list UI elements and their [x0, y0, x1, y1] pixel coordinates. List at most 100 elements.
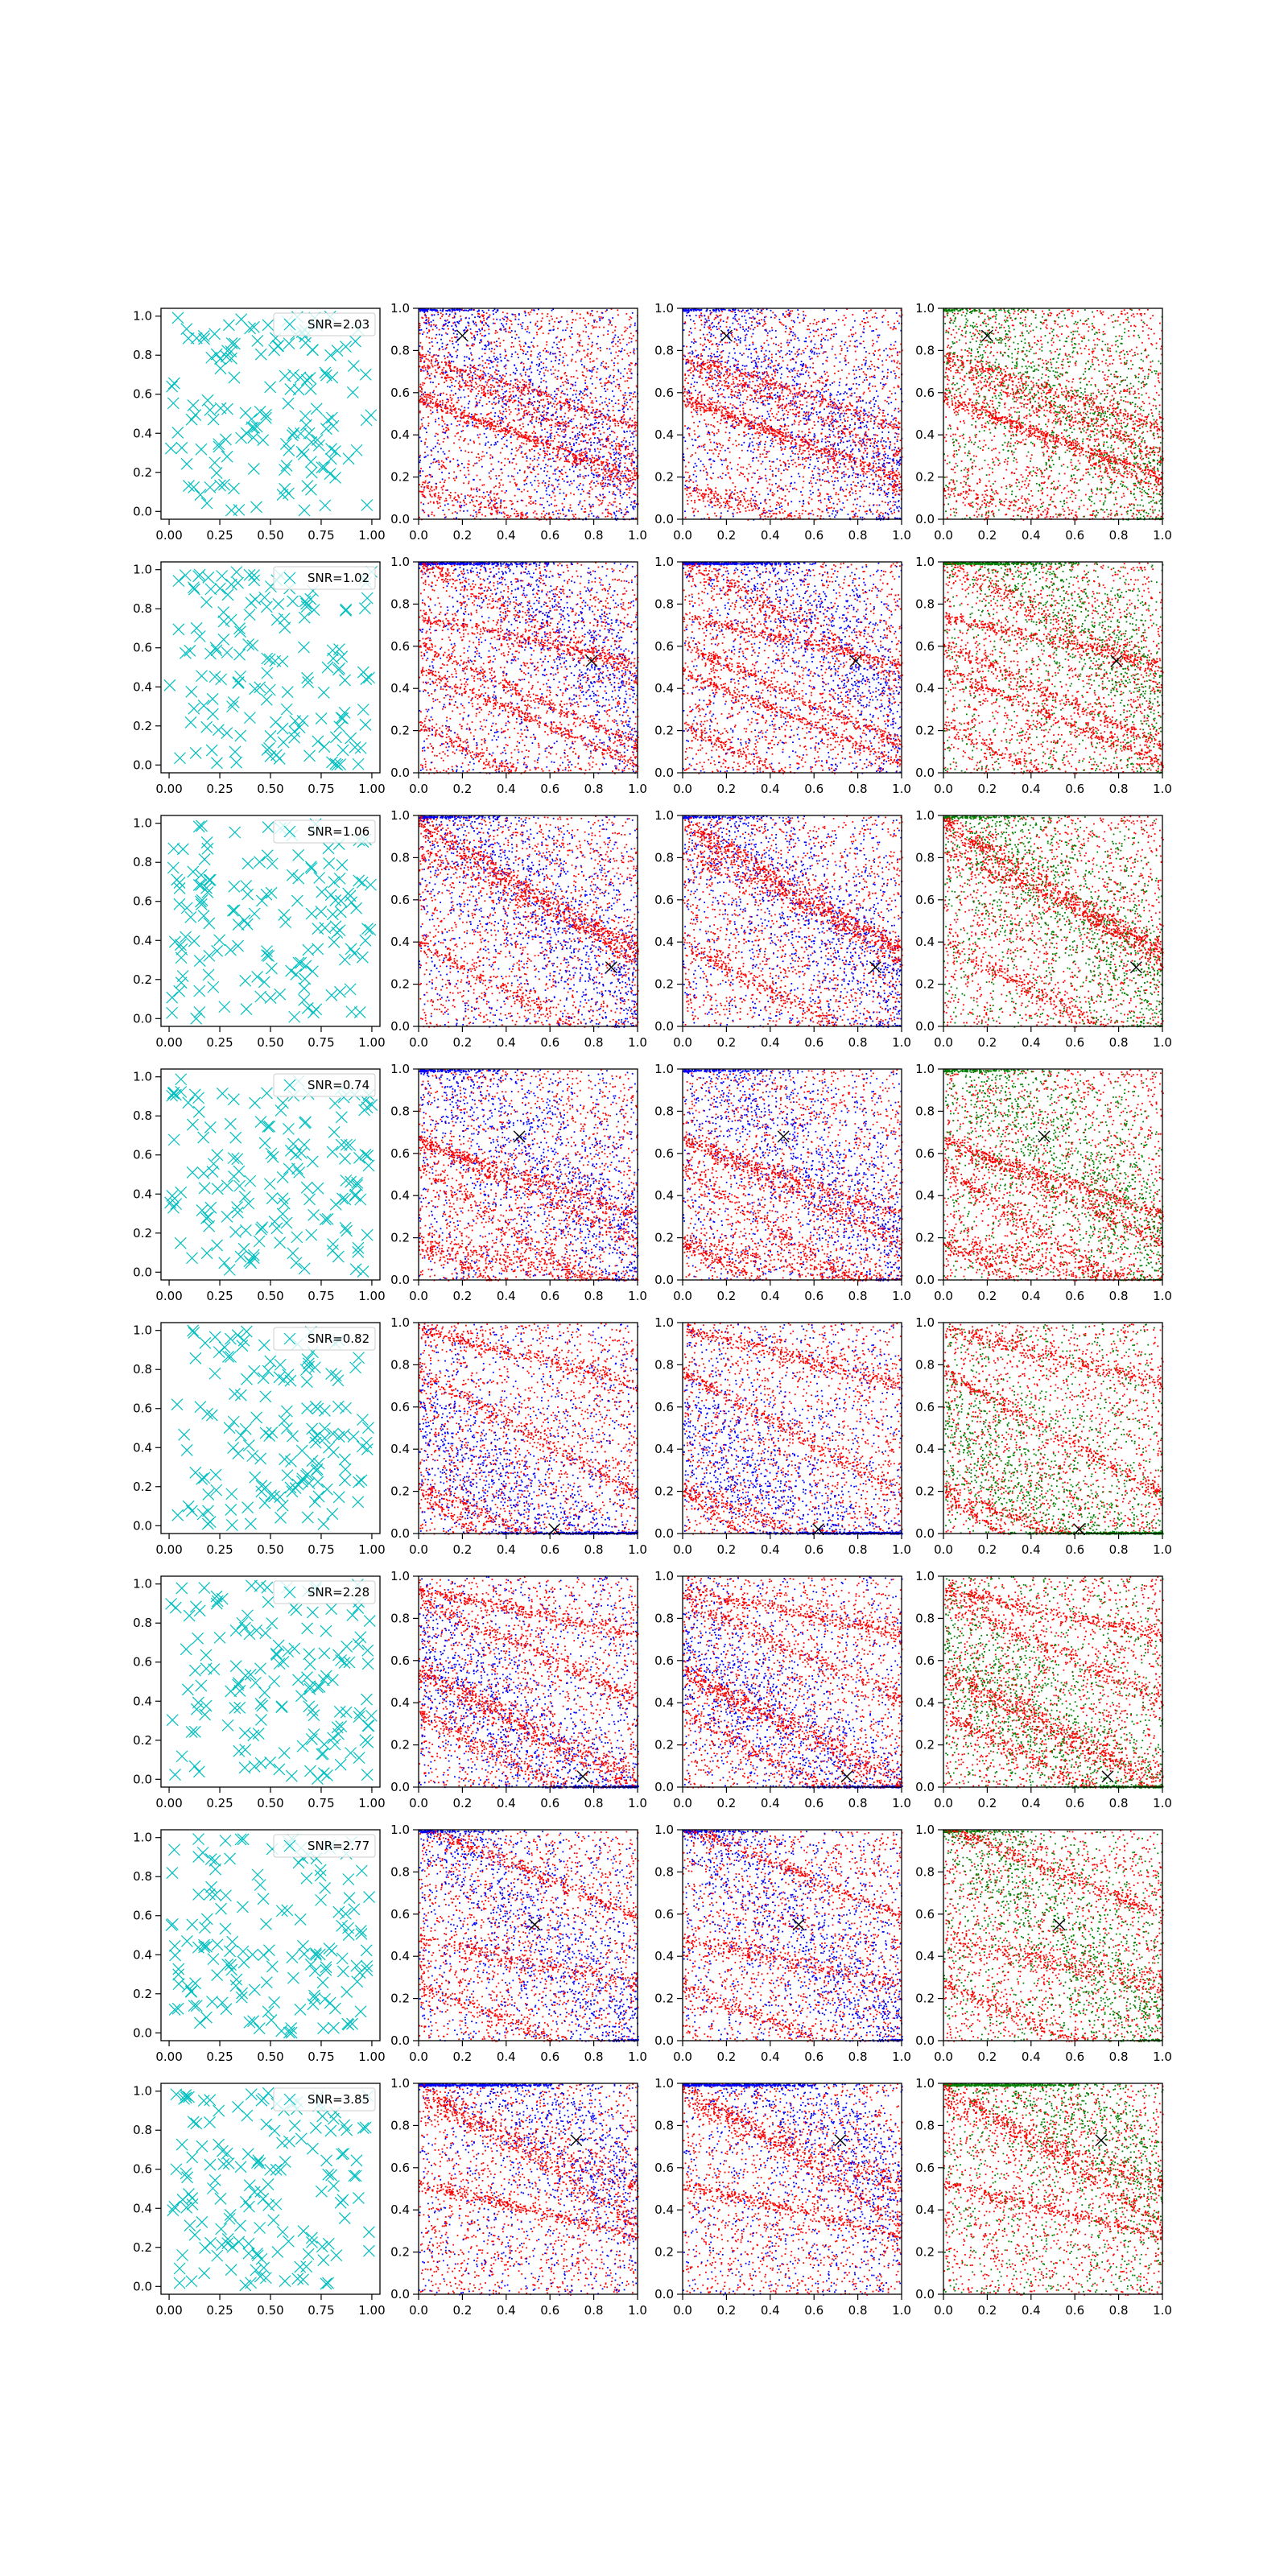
data-point: [553, 492, 555, 493]
data-point: [559, 354, 561, 356]
data-point: [439, 461, 440, 463]
data-point: [489, 367, 491, 369]
data-point: [442, 314, 444, 316]
data-point: [548, 394, 550, 395]
data-point: [502, 318, 504, 320]
data-point: [555, 360, 556, 361]
data-point: [551, 432, 552, 434]
data-point: [419, 327, 420, 328]
data-point: [572, 346, 573, 348]
x-tick-label: 0.75: [308, 528, 334, 543]
data-point: [436, 401, 437, 402]
data-point: [586, 386, 588, 387]
data-point: [450, 492, 452, 493]
data-point: [442, 510, 444, 511]
data-point: [522, 500, 523, 502]
data-point: [437, 443, 439, 444]
data-point: [451, 399, 452, 401]
data-point: [490, 498, 492, 500]
data-point: [582, 371, 584, 373]
data-point-x-marker: [361, 500, 373, 511]
data-point: [422, 384, 423, 386]
data-point: [538, 473, 539, 475]
data-point: [583, 491, 584, 493]
data-point: [483, 367, 485, 369]
data-point: [592, 489, 593, 490]
data-point: [605, 390, 606, 392]
data-point: [493, 497, 495, 498]
data-point: [422, 317, 423, 319]
data-point: [556, 469, 558, 470]
data-point: [591, 506, 592, 507]
data-point: [583, 317, 584, 319]
data-point: [501, 438, 502, 440]
data-point: [546, 344, 547, 345]
data-point: [515, 485, 517, 487]
data-point: [447, 325, 448, 327]
data-point: [631, 402, 633, 403]
data-point: [539, 483, 540, 485]
data-point: [628, 485, 630, 487]
data-point: [559, 513, 561, 514]
data-point: [608, 479, 609, 481]
data-point: [443, 441, 444, 443]
data-point: [566, 389, 568, 390]
data-point: [493, 361, 494, 362]
data-point: [531, 472, 533, 473]
data-point: [559, 341, 560, 343]
data-point: [546, 341, 547, 343]
data-point: [510, 411, 512, 413]
data-point: [579, 351, 580, 353]
data-point: [625, 394, 626, 396]
data-point: [584, 380, 586, 382]
data-point: [419, 332, 421, 334]
data-point: [610, 453, 612, 455]
data-point: [476, 514, 477, 515]
data-point: [568, 324, 569, 325]
data-point: [557, 328, 559, 329]
data-point: [564, 365, 565, 366]
data-point: [582, 406, 584, 407]
data-point: [478, 390, 480, 392]
data-point: [423, 512, 425, 514]
data-point: [587, 356, 588, 357]
data-point: [566, 375, 568, 377]
data-point: [584, 357, 586, 358]
data-point: [576, 370, 577, 372]
data-point: [626, 373, 628, 374]
data-point: [628, 368, 630, 369]
data-point: [424, 442, 426, 444]
y-tick-label: 0.4: [390, 427, 410, 442]
data-point: [468, 345, 469, 347]
data-point: [584, 416, 585, 418]
data-point: [426, 407, 427, 408]
y-tick-label: 0.6: [390, 386, 410, 400]
data-point-x-marker: [299, 505, 310, 516]
data-point: [532, 439, 534, 440]
data-point: [456, 357, 458, 358]
data-point: [424, 314, 426, 316]
data-point: [431, 514, 433, 515]
data-point: [427, 416, 429, 418]
data-point: [429, 354, 431, 356]
data-point: [573, 493, 575, 495]
data-point: [535, 503, 537, 505]
data-point: [551, 497, 552, 498]
data-point: [621, 334, 623, 336]
data-point: [555, 337, 557, 339]
data-point: [532, 502, 534, 504]
data-point: [537, 466, 539, 468]
data-point: [441, 419, 443, 421]
data-point: [590, 481, 592, 483]
data-point: [609, 425, 611, 427]
data-point-x-marker: [204, 404, 216, 415]
data-point: [421, 347, 423, 349]
data-point: [576, 397, 577, 398]
data-point: [619, 339, 621, 341]
data-point: [532, 460, 534, 461]
data-point: [577, 378, 579, 379]
data-point: [572, 322, 573, 324]
data-point: [543, 507, 545, 509]
data-point: [477, 475, 478, 477]
legend-label: SNR=2.03: [308, 317, 369, 332]
